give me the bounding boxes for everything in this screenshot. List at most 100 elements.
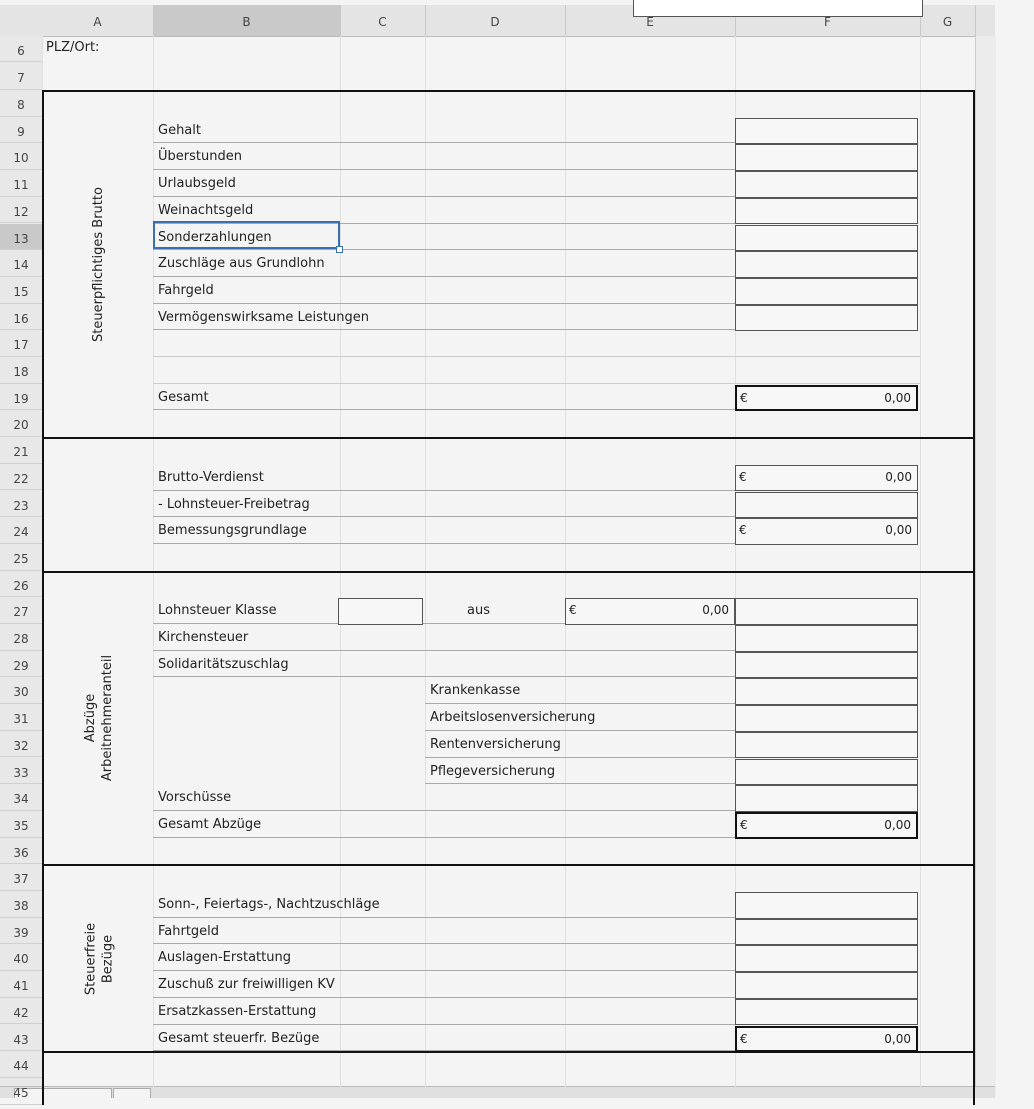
amount-field[interactable]: €0,00 bbox=[735, 464, 918, 492]
row-header-40[interactable]: 40 bbox=[0, 944, 42, 972]
amount-field[interactable] bbox=[735, 972, 918, 999]
item-label[interactable]: Weinachtsgeld bbox=[158, 202, 254, 218]
amount-field[interactable] bbox=[735, 731, 918, 759]
row-header-42[interactable]: 42 bbox=[0, 998, 42, 1025]
row-header-20[interactable]: 20 bbox=[0, 410, 42, 438]
row-header-45[interactable]: 45 bbox=[0, 1078, 42, 1105]
row-header-27[interactable]: 27 bbox=[0, 597, 42, 624]
item-label[interactable]: Urlaubsgeld bbox=[158, 176, 236, 192]
fill-handle[interactable] bbox=[336, 246, 343, 254]
item-label[interactable]: Lohnsteuer Klasse bbox=[158, 603, 277, 619]
column-header-F[interactable]: F bbox=[735, 5, 921, 36]
amount-field[interactable]: €0,00 bbox=[735, 1025, 918, 1053]
amount-field[interactable]: €0,00 bbox=[735, 811, 918, 839]
row-header-7[interactable]: 7 bbox=[0, 62, 42, 90]
row-header-35[interactable]: 35 bbox=[0, 811, 42, 838]
tax-class-input[interactable] bbox=[338, 598, 423, 625]
item-label[interactable]: Brutto-Verdienst bbox=[158, 469, 264, 485]
sheet-tab[interactable] bbox=[14, 1088, 112, 1098]
row-header-28[interactable]: 28 bbox=[0, 624, 42, 651]
item-label[interactable]: Zuschläge aus Grundlohn bbox=[158, 256, 325, 272]
row-header-26[interactable]: 26 bbox=[0, 571, 42, 598]
item-label[interactable]: Gesamt Abzüge bbox=[158, 816, 262, 832]
amount-field[interactable] bbox=[735, 705, 918, 732]
row-header-12[interactable]: 12 bbox=[0, 197, 42, 224]
plz-label[interactable]: PLZ/Ort: bbox=[46, 40, 100, 55]
row-header-19[interactable]: 19 bbox=[0, 384, 42, 411]
amount-field[interactable] bbox=[735, 491, 918, 519]
amount-field[interactable] bbox=[735, 758, 918, 786]
column-header-G[interactable]: G bbox=[920, 5, 976, 36]
row-header-22[interactable]: 22 bbox=[0, 464, 42, 491]
row-header-39[interactable]: 39 bbox=[0, 918, 42, 945]
vertical-scrollbar[interactable] bbox=[975, 36, 996, 1097]
item-label[interactable]: Sonderzahlungen bbox=[158, 229, 272, 245]
amount-field[interactable] bbox=[735, 598, 918, 625]
item-label[interactable]: Arbeitslosenversicherung bbox=[430, 710, 596, 726]
row-header-30[interactable]: 30 bbox=[0, 677, 42, 705]
row-header-14[interactable]: 14 bbox=[0, 250, 42, 277]
row-header-32[interactable]: 32 bbox=[0, 731, 42, 758]
row-header-16[interactable]: 16 bbox=[0, 304, 42, 331]
item-label[interactable]: Gesamt bbox=[158, 389, 209, 405]
amount-field[interactable] bbox=[735, 678, 918, 706]
row-header-8[interactable]: 8 bbox=[0, 90, 42, 117]
column-header-D[interactable]: D bbox=[425, 5, 566, 36]
item-label[interactable]: Vermögenswirksame Leistungen bbox=[158, 309, 369, 325]
item-label[interactable]: Gesamt steuerfr. Bezüge bbox=[158, 1030, 320, 1046]
column-header-A[interactable]: A bbox=[42, 5, 154, 36]
row-header-29[interactable]: 29 bbox=[0, 651, 42, 678]
row-header-37[interactable]: 37 bbox=[0, 864, 42, 891]
item-label[interactable]: Kirchensteuer bbox=[158, 630, 249, 645]
row-header-41[interactable]: 41 bbox=[0, 971, 42, 998]
row-header-34[interactable]: 34 bbox=[0, 784, 42, 811]
amount-field[interactable] bbox=[735, 625, 918, 652]
row-header-6[interactable]: 6 bbox=[0, 36, 42, 62]
row-header-17[interactable]: 17 bbox=[0, 330, 42, 357]
amount-field[interactable] bbox=[735, 197, 918, 225]
amount-field[interactable]: €0,00 bbox=[735, 518, 918, 545]
row-header-43[interactable]: 43 bbox=[0, 1025, 42, 1052]
amount-field[interactable] bbox=[735, 144, 918, 172]
amount-field[interactable] bbox=[735, 117, 918, 145]
row-header-18[interactable]: 18 bbox=[0, 357, 42, 384]
item-label[interactable]: Fahrtgeld bbox=[158, 923, 220, 939]
amount-field[interactable] bbox=[735, 251, 918, 278]
amount-field[interactable] bbox=[735, 785, 918, 812]
item-label[interactable]: Ersatzkassen-Erstattung bbox=[158, 1003, 317, 1019]
amount-field[interactable] bbox=[735, 998, 918, 1026]
item-label[interactable]: Gehalt bbox=[158, 122, 201, 138]
add-sheet-tab[interactable] bbox=[113, 1088, 151, 1098]
column-header-E[interactable]: E bbox=[565, 5, 736, 36]
row-header-25[interactable]: 25 bbox=[0, 544, 42, 571]
item-label[interactable]: Sonn-, Feiertags-, Nachtzuschläge bbox=[158, 897, 380, 912]
amount-field[interactable] bbox=[735, 304, 918, 332]
item-label[interactable]: - Lohnsteuer-Freibetrag bbox=[158, 496, 310, 512]
amount-field[interactable] bbox=[735, 171, 918, 198]
row-header-15[interactable]: 15 bbox=[0, 277, 42, 304]
row-header-9[interactable]: 9 bbox=[0, 117, 42, 144]
tax-amount-field[interactable]: €0,00 bbox=[565, 598, 735, 625]
column-header-B[interactable]: B bbox=[153, 5, 341, 36]
row-header-38[interactable]: 38 bbox=[0, 891, 42, 918]
amount-field[interactable] bbox=[735, 918, 918, 946]
row-header-13[interactable]: 13 bbox=[0, 223, 42, 251]
item-label[interactable]: Vorschüsse bbox=[158, 790, 232, 806]
column-header-C[interactable]: C bbox=[340, 5, 426, 36]
row-header-31[interactable]: 31 bbox=[0, 704, 42, 731]
amount-field[interactable]: €0,00 bbox=[735, 384, 918, 412]
row-header-44[interactable]: 44 bbox=[0, 1051, 42, 1078]
item-label[interactable]: Solidaritätszuschlag bbox=[158, 656, 289, 672]
row-header-23[interactable]: 23 bbox=[0, 491, 42, 518]
item-label[interactable]: Zuschuß zur freiwilligen KV bbox=[158, 977, 335, 993]
item-label[interactable]: Krankenkasse bbox=[430, 683, 521, 699]
amount-field[interactable] bbox=[735, 224, 918, 252]
item-label[interactable]: Fahrgeld bbox=[158, 282, 214, 298]
row-header-24[interactable]: 24 bbox=[0, 517, 42, 544]
row-header-10[interactable]: 10 bbox=[0, 143, 42, 171]
amount-field[interactable] bbox=[735, 945, 918, 973]
item-label[interactable]: Rentenversicherung bbox=[430, 736, 561, 752]
item-label[interactable]: Pflegeversicherung bbox=[430, 763, 556, 779]
amount-field[interactable] bbox=[735, 277, 918, 305]
amount-field[interactable] bbox=[735, 651, 918, 679]
